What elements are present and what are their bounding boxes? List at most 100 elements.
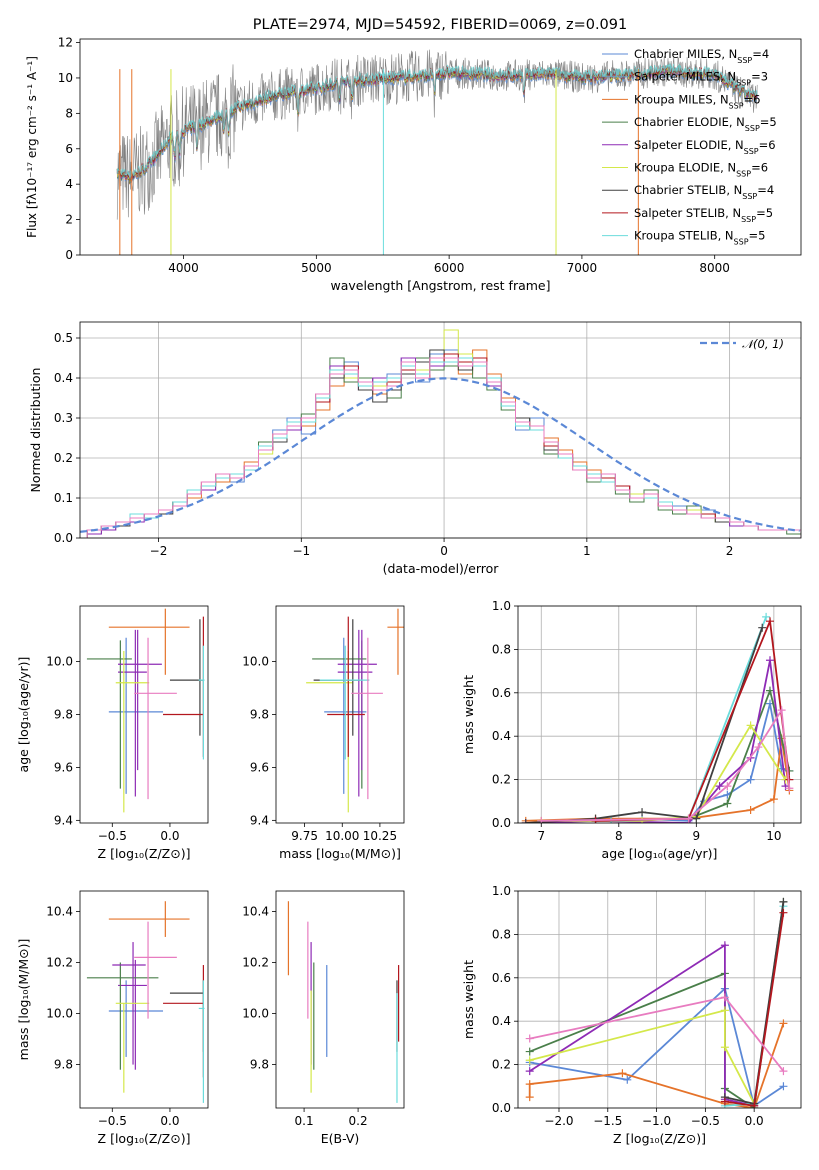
x-tick-label: 0: [440, 544, 448, 558]
series-line: [529, 943, 755, 1107]
x-axis-label: E(B-V): [321, 1131, 360, 1146]
y-tick-label: 0.0: [492, 816, 511, 830]
x-tick-label: 1: [583, 544, 591, 558]
series-marker: [525, 1080, 534, 1089]
x-tick-label: −0.5: [98, 1114, 127, 1128]
series-marker: [723, 799, 732, 808]
series-marker: [684, 814, 693, 823]
axes-frame: [79, 321, 802, 539]
data-point: [115, 650, 150, 813]
y-tick-label: 10.0: [242, 655, 269, 669]
x-tick-label: 0.0: [160, 1114, 179, 1128]
plot-area: [306, 608, 404, 813]
y-tick-label: 0.4: [492, 729, 511, 743]
series-marker: [779, 908, 788, 917]
legend-label: Chabrier STELIB, NSSP=4: [634, 183, 774, 201]
y-tick-label: 10.0: [46, 655, 73, 669]
x-axis-label: mass [log₁₀(M/M⊙)]: [279, 846, 401, 861]
series-marker: [779, 1067, 788, 1076]
y-tick-label: 9.8: [54, 708, 73, 722]
x-tick-label: 9: [693, 829, 701, 843]
data-point: [134, 921, 177, 1019]
y-tick-label: 0.8: [492, 927, 511, 941]
data-point: [163, 616, 204, 757]
series-marker: [779, 897, 788, 906]
y-tick-label: 8: [65, 106, 73, 120]
y-tick-label: 0.8: [492, 642, 511, 656]
data-point: [86, 640, 132, 789]
series-line: [541, 707, 791, 822]
mass-weight-series: [525, 941, 759, 1108]
series-marker: [537, 816, 546, 823]
y-axis-label: mass [log₁₀(M/M⊙)]: [16, 939, 31, 1061]
x-tick-label: 0.0: [160, 829, 179, 843]
y-tick-label: 9.8: [54, 1058, 73, 1072]
legend-label: Kroupa STELIB, NSSP=5: [634, 229, 765, 247]
series-marker: [692, 814, 701, 823]
y-tick-label: 0.2: [492, 773, 511, 787]
data-point: [337, 629, 373, 797]
x-tick-label: 10.25: [363, 829, 397, 843]
residual-histogram-panel: −2 −1 0 1 2 0.0 0.1 0.2 0.3 0.4 0.5 (data-model)/er…: [28, 321, 802, 576]
y-tick-label: 6: [65, 142, 73, 156]
series-line: [595, 703, 790, 822]
x-tick-label: −2.0: [544, 1114, 573, 1128]
series-marker: [715, 782, 724, 791]
y-tick-label: 0.5: [54, 331, 73, 345]
plot-area: [525, 897, 788, 1108]
series-marker: [521, 819, 530, 823]
mass-weight-series: [521, 656, 790, 823]
mass-weight-series: [591, 699, 794, 823]
y-tick-label: 9.4: [250, 813, 269, 827]
series-marker: [785, 784, 794, 793]
data-point: [169, 980, 204, 1052]
series-marker: [779, 1019, 788, 1028]
x-axis-label: wavelength [Angstrom, rest frame]: [330, 278, 550, 293]
series-marker: [746, 805, 755, 814]
y-tick-label: 0: [65, 248, 73, 262]
y-axis-label: Flux [fλ10⁻¹⁷ erg cm⁻² s⁻¹ A⁻¹]: [25, 56, 39, 238]
series-marker: [746, 775, 755, 784]
series-marker: [525, 1047, 534, 1056]
x-tick-label: 8000: [699, 261, 730, 275]
x-tick-label: 0.0: [745, 1114, 764, 1128]
series-line: [610, 616, 767, 822]
gridlines: [80, 322, 801, 539]
data-point: [169, 619, 204, 736]
y-tick-label: 0.0: [492, 1101, 511, 1115]
y-axis-label: Normed distribution: [28, 368, 43, 493]
data-point: [134, 637, 177, 800]
x-tick-label: 9.75: [291, 829, 318, 843]
y-axis-label: mass weight: [461, 675, 476, 754]
x-tick-label: −1.5: [593, 1114, 622, 1128]
axes-frame: [79, 605, 209, 824]
y-tick-label: 0.2: [492, 1058, 511, 1072]
y-tick-label: 10: [58, 71, 73, 85]
series-line: [529, 1009, 755, 1105]
series-marker: [720, 941, 729, 950]
y-tick-label: 0.3: [54, 411, 73, 425]
x-tick-label: 0.1: [295, 1114, 314, 1128]
data-point: [351, 637, 383, 800]
data-point: [108, 608, 190, 675]
y-tick-label: 10.2: [242, 955, 269, 969]
x-tick-label: −1: [292, 544, 310, 558]
series-marker: [765, 617, 774, 626]
axes-frame: [275, 890, 405, 1109]
series-marker: [525, 1067, 534, 1076]
plot-area: [287, 901, 400, 1103]
legend-label: Chabrier ELODIE, NSSP=5: [634, 115, 777, 133]
legend-label: Salpeter STELIB, NSSP=5: [634, 206, 773, 224]
mass-weight-series: [525, 993, 788, 1076]
data-point: [118, 629, 147, 797]
y-tick-label: 0.2: [54, 451, 73, 465]
series-marker: [762, 612, 771, 621]
legend-label: Kroupa ELODIE, NSSP=6: [634, 161, 768, 179]
series-marker: [779, 1082, 788, 1091]
axes-frame: [275, 605, 405, 824]
y-axis-label: mass weight: [461, 960, 476, 1039]
x-tick-label: 10.00: [325, 829, 359, 843]
series-marker: [765, 686, 774, 695]
age-vs-mass-panel: 9.75 10.00 10.25 9.4 9.6 9.8 10.0 mass [log₁₀(M…: [242, 605, 405, 861]
y-axis-label: age [log₁₀(age/yr)]: [16, 657, 31, 773]
